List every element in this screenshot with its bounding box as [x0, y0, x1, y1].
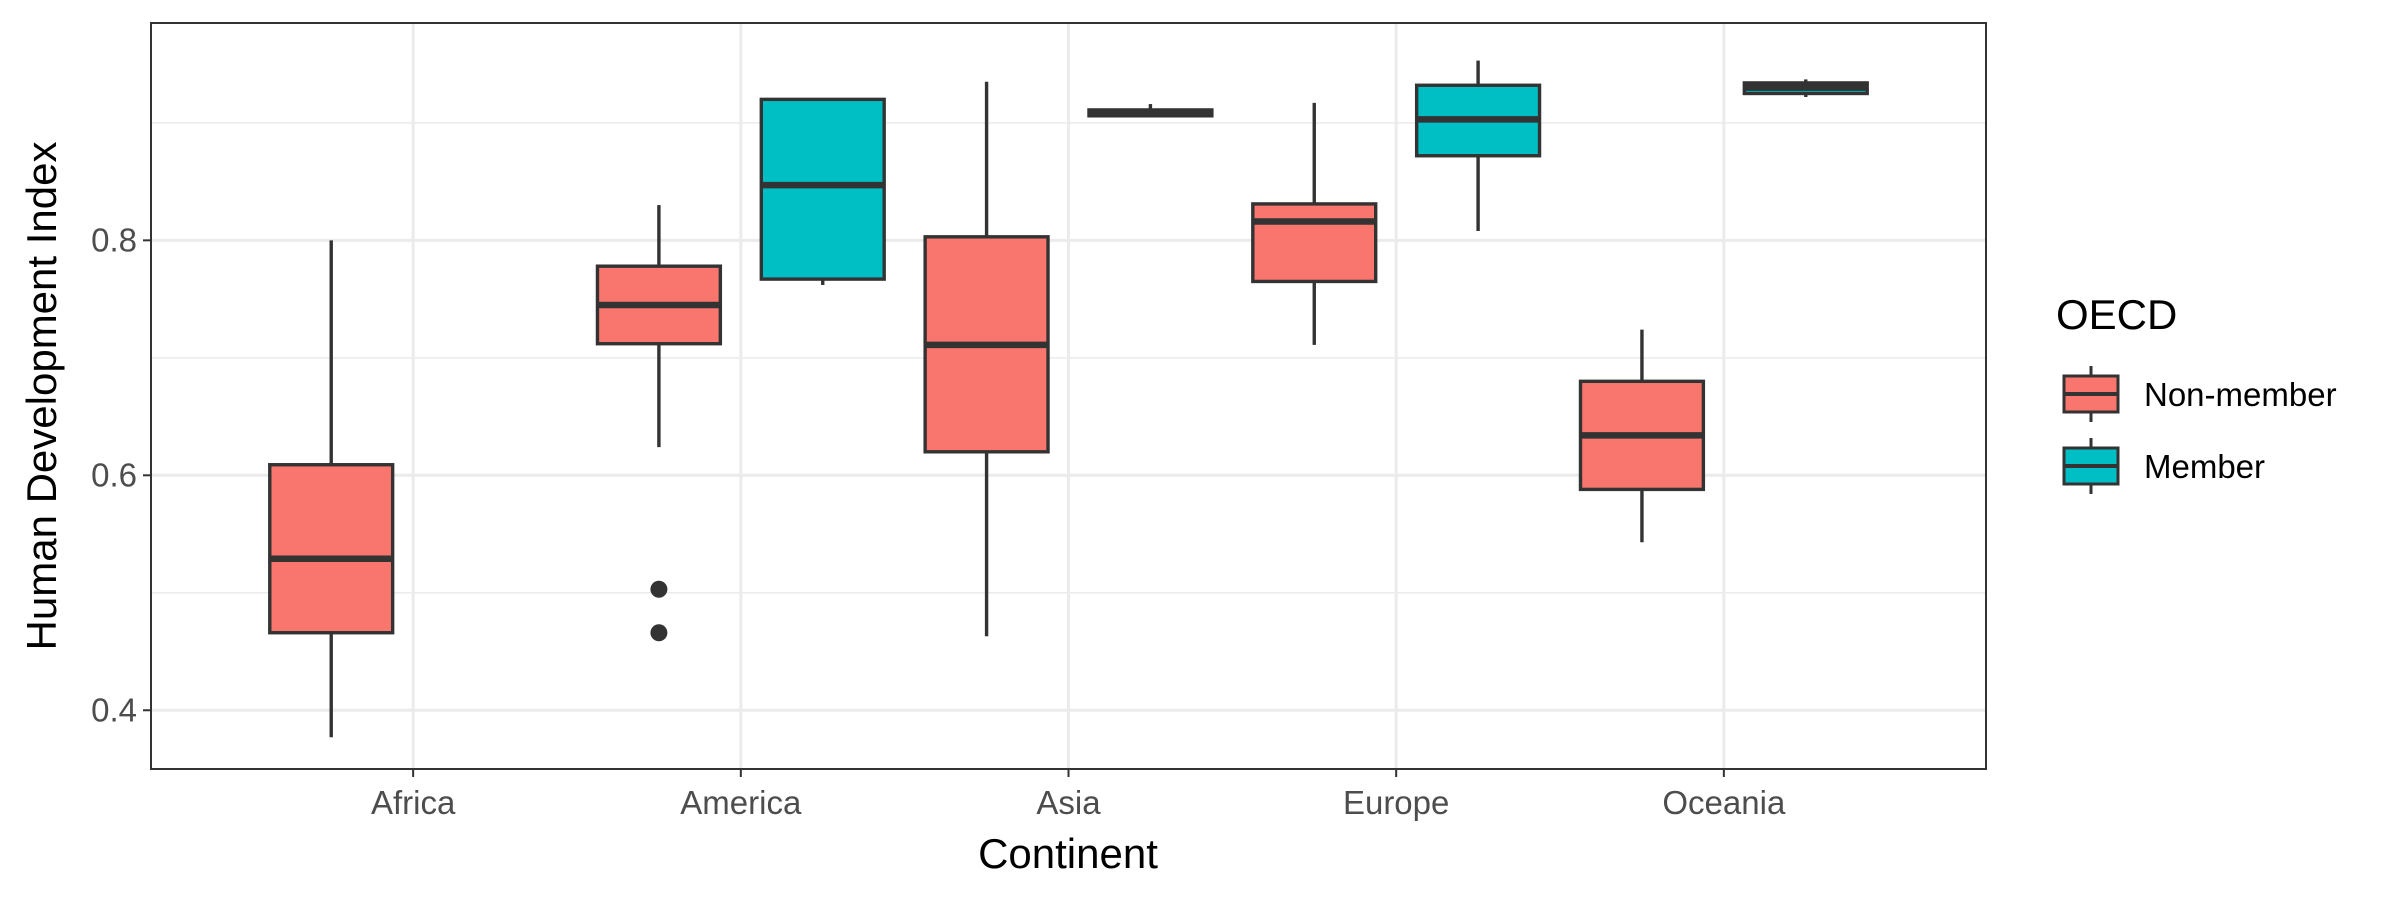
outlier-point — [650, 624, 668, 642]
x-tick-label: America — [680, 784, 802, 821]
box-non-member-asia — [923, 81, 1050, 637]
x-tick-label: Oceania — [1662, 784, 1786, 821]
box-member-europe — [1414, 60, 1542, 231]
box-body — [759, 97, 886, 281]
box-non-member-europe — [1251, 102, 1378, 345]
x-tick-label: Asia — [1036, 784, 1101, 821]
legend: OECD Non-member Member — [2056, 291, 2337, 494]
boxes — [268, 60, 1869, 738]
box-member-oceania — [1742, 79, 1869, 98]
box-non-member-america — [595, 205, 723, 642]
plot-panel — [150, 22, 1987, 770]
legend-key-member: Member — [2062, 438, 2265, 494]
box-body — [1251, 202, 1378, 284]
box-non-member-africa — [268, 240, 395, 738]
box-body — [268, 463, 395, 635]
grid-lines — [151, 23, 1986, 769]
x-tick-label: Africa — [371, 784, 456, 821]
axes: 0.4 0.6 0.8 Africa America Asia Europe Oceania — [91, 221, 1786, 821]
box-non-member-oceania — [1578, 329, 1706, 543]
legend-key-non-member: Non-member — [2062, 366, 2337, 422]
y-tick-label: 0.6 — [91, 456, 137, 493]
y-axis-title: Human Development Index — [18, 142, 65, 651]
x-axis-title: Continent — [978, 830, 1158, 877]
x-tick-label: Europe — [1343, 784, 1449, 821]
legend-title: OECD — [2056, 291, 2177, 338]
legend-label: Member — [2144, 448, 2265, 485]
box-member-america — [759, 97, 886, 285]
box-member-asia — [1087, 104, 1214, 118]
y-tick-label: 0.8 — [91, 221, 137, 258]
outlier-point — [650, 580, 668, 598]
legend-label: Non-member — [2144, 376, 2337, 413]
y-tick-label: 0.4 — [91, 691, 137, 728]
legend-keys: Non-member Member — [2062, 366, 2337, 494]
